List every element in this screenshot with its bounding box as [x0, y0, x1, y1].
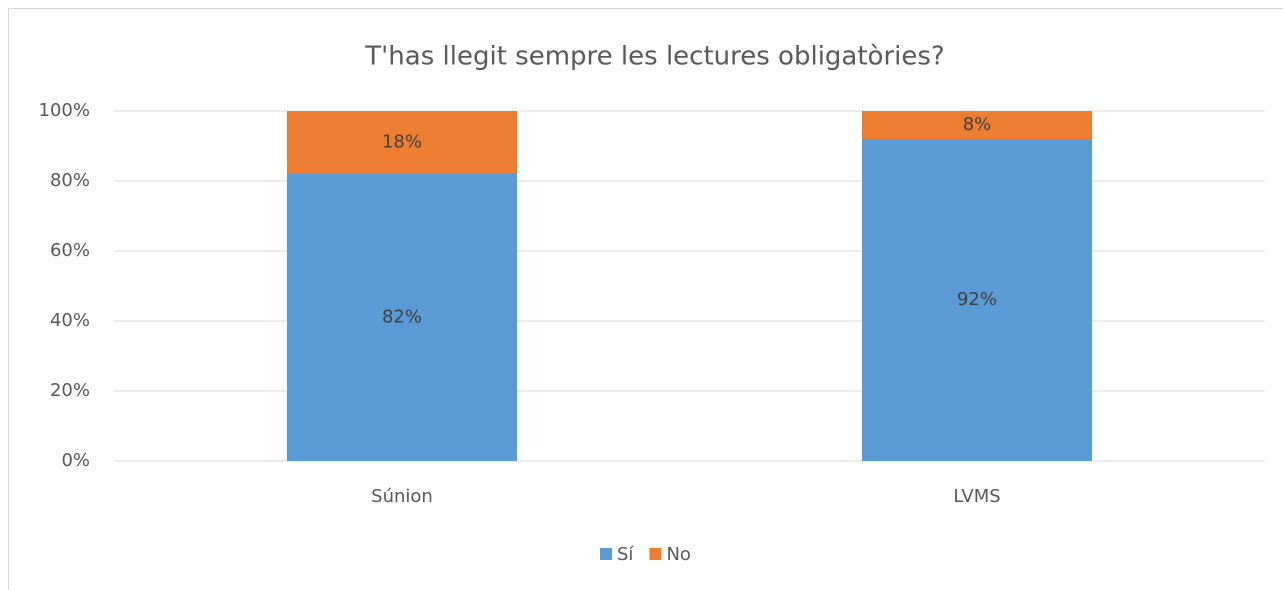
bar-segment	[862, 111, 1092, 139]
chart-title: T'has llegit sempre les lectures obligat…	[364, 42, 944, 72]
bar-segment	[287, 174, 517, 461]
data-label: 82%	[382, 307, 422, 328]
chart-frame	[8, 8, 1283, 590]
y-tick-label: 20%	[50, 380, 90, 401]
bar-segment	[287, 111, 517, 174]
x-tick-label: Súnion	[371, 486, 433, 507]
y-tick-label: 80%	[50, 170, 90, 191]
data-label: 8%	[963, 114, 992, 135]
y-tick-label: 60%	[50, 240, 90, 261]
y-tick-label: 40%	[50, 310, 90, 331]
legend-swatch	[600, 548, 612, 560]
data-label: 18%	[382, 132, 422, 153]
x-tick-label: LVMS	[953, 486, 1000, 507]
legend-label: No	[666, 544, 690, 565]
legend-swatch	[649, 548, 662, 560]
legend-label: Sí	[617, 544, 634, 565]
data-label: 92%	[957, 289, 997, 310]
bar-segment	[862, 139, 1092, 461]
y-tick-label: 100%	[39, 100, 90, 121]
y-tick-label: 0%	[61, 450, 90, 471]
